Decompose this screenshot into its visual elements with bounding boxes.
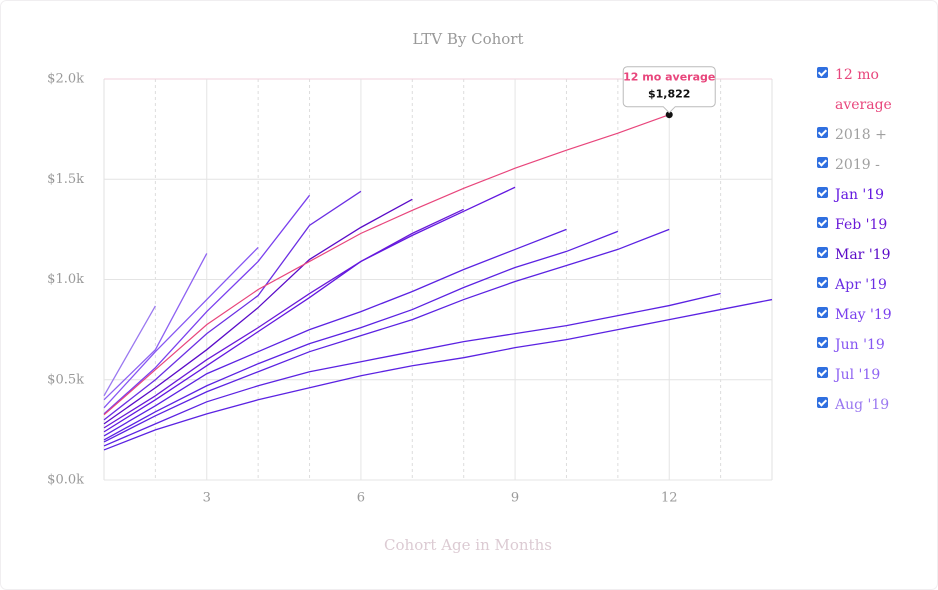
legend-item[interactable]: 2018 + xyxy=(817,120,917,150)
series-line xyxy=(103,230,619,441)
checkbox[interactable] xyxy=(817,397,828,408)
legend-label: Jul '19 xyxy=(835,367,881,383)
y-tick-label: $0.0k xyxy=(47,473,84,488)
checkbox[interactable] xyxy=(817,157,828,168)
legend-item[interactable]: May '19 xyxy=(817,300,917,330)
checkbox[interactable] xyxy=(817,337,828,348)
series-line xyxy=(103,298,773,451)
legend-item[interactable]: Jan '19 xyxy=(817,180,917,210)
series-line xyxy=(103,292,721,447)
legend-label: Aug '19 xyxy=(835,397,890,413)
checkbox[interactable] xyxy=(817,277,828,288)
checkbox[interactable] xyxy=(817,247,828,258)
series-line xyxy=(103,305,156,397)
legend-item[interactable]: Apr '19 xyxy=(817,270,917,300)
legend-label: Jun '19 xyxy=(835,337,885,353)
series-line xyxy=(103,246,259,409)
legend-item[interactable]: 2019 - xyxy=(817,150,917,180)
tooltip-title: 12 mo average xyxy=(623,71,715,84)
x-tick-label: 6 xyxy=(357,491,365,506)
checkbox[interactable] xyxy=(817,217,828,228)
series-line xyxy=(103,194,311,415)
legend-label: Feb '19 xyxy=(835,217,888,233)
legend-label: Jan '19 xyxy=(835,187,885,203)
y-tick-label: $2.0k xyxy=(47,72,84,87)
legend-label: May '19 xyxy=(835,307,892,323)
series-line xyxy=(103,186,516,433)
legend-item[interactable]: Jun '19 xyxy=(817,330,917,360)
chart-title: LTV By Cohort xyxy=(412,30,523,48)
checkbox[interactable] xyxy=(817,187,828,198)
series-line xyxy=(103,208,464,429)
y-tick-label: $0.5k xyxy=(47,372,84,387)
tooltip-box xyxy=(622,66,716,114)
x-tick-label: 3 xyxy=(203,491,211,506)
tooltip-value: $1,822 xyxy=(648,88,690,101)
series-line xyxy=(103,114,670,416)
legend-label: 2018 + xyxy=(835,127,887,143)
checkbox[interactable] xyxy=(817,67,828,78)
checkbox[interactable] xyxy=(817,127,828,138)
legend-item[interactable]: Jul '19 xyxy=(817,360,917,390)
legend-label: Mar '19 xyxy=(835,247,891,263)
series-line xyxy=(103,228,670,443)
legend-item[interactable]: Aug '19 xyxy=(817,390,917,420)
y-tick-label: $1.5k xyxy=(47,172,84,187)
series-line xyxy=(103,198,413,425)
checkbox[interactable] xyxy=(817,367,828,378)
series-line xyxy=(103,190,362,421)
x-tick-label: 9 xyxy=(511,491,519,506)
legend-label: Apr '19 xyxy=(835,277,887,293)
highlight-point xyxy=(665,111,673,119)
legend-label: 2019 - xyxy=(835,157,880,173)
series-line xyxy=(103,253,208,401)
legend: 12 mo average 2018 + 2019 - Jan '19 Feb '19 M… xyxy=(817,60,917,420)
legend-label: 12 mo average xyxy=(835,67,892,113)
legend-item[interactable]: Feb '19 xyxy=(817,210,917,240)
checkbox[interactable] xyxy=(817,307,828,318)
legend-item[interactable]: 12 mo average xyxy=(817,60,917,120)
y-tick-label: $1.0k xyxy=(47,272,84,287)
series-line xyxy=(103,228,567,437)
x-tick-label: 12 xyxy=(661,491,678,506)
legend-item[interactable]: Mar '19 xyxy=(817,240,917,270)
x-axis-label: Cohort Age in Months xyxy=(384,536,552,554)
